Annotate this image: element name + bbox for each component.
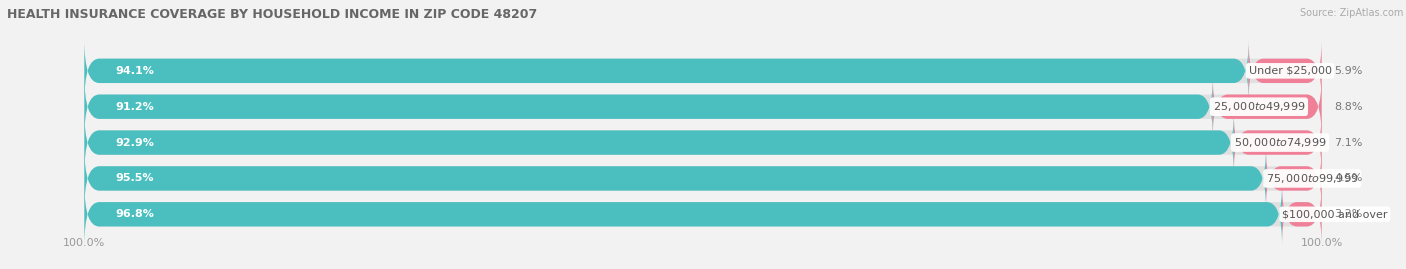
Text: 91.2%: 91.2% [115,102,155,112]
FancyBboxPatch shape [1249,40,1322,102]
FancyBboxPatch shape [84,112,1234,174]
FancyBboxPatch shape [84,112,1322,174]
FancyBboxPatch shape [84,183,1282,245]
FancyBboxPatch shape [84,40,1322,102]
Text: $25,000 to $49,999: $25,000 to $49,999 [1213,100,1305,113]
Text: 92.9%: 92.9% [115,137,155,148]
Text: HEALTH INSURANCE COVERAGE BY HOUSEHOLD INCOME IN ZIP CODE 48207: HEALTH INSURANCE COVERAGE BY HOUSEHOLD I… [7,8,537,21]
Text: 5.9%: 5.9% [1334,66,1362,76]
Text: Source: ZipAtlas.com: Source: ZipAtlas.com [1299,8,1403,18]
Text: $75,000 to $99,999: $75,000 to $99,999 [1265,172,1358,185]
Text: 7.1%: 7.1% [1334,137,1362,148]
FancyBboxPatch shape [84,76,1322,137]
Text: 4.5%: 4.5% [1334,174,1362,183]
Text: 96.8%: 96.8% [115,209,155,219]
FancyBboxPatch shape [84,183,1322,245]
FancyBboxPatch shape [1282,183,1322,245]
Text: 95.5%: 95.5% [115,174,153,183]
Text: $50,000 to $74,999: $50,000 to $74,999 [1234,136,1326,149]
FancyBboxPatch shape [84,148,1265,209]
Text: Under $25,000: Under $25,000 [1249,66,1331,76]
Text: $100,000 and over: $100,000 and over [1282,209,1388,219]
FancyBboxPatch shape [1265,148,1322,209]
FancyBboxPatch shape [1234,112,1322,174]
Text: 8.8%: 8.8% [1334,102,1362,112]
FancyBboxPatch shape [84,76,1213,137]
FancyBboxPatch shape [1213,76,1322,137]
FancyBboxPatch shape [84,40,1249,102]
Text: 94.1%: 94.1% [115,66,155,76]
Text: 3.2%: 3.2% [1334,209,1362,219]
FancyBboxPatch shape [84,148,1322,209]
